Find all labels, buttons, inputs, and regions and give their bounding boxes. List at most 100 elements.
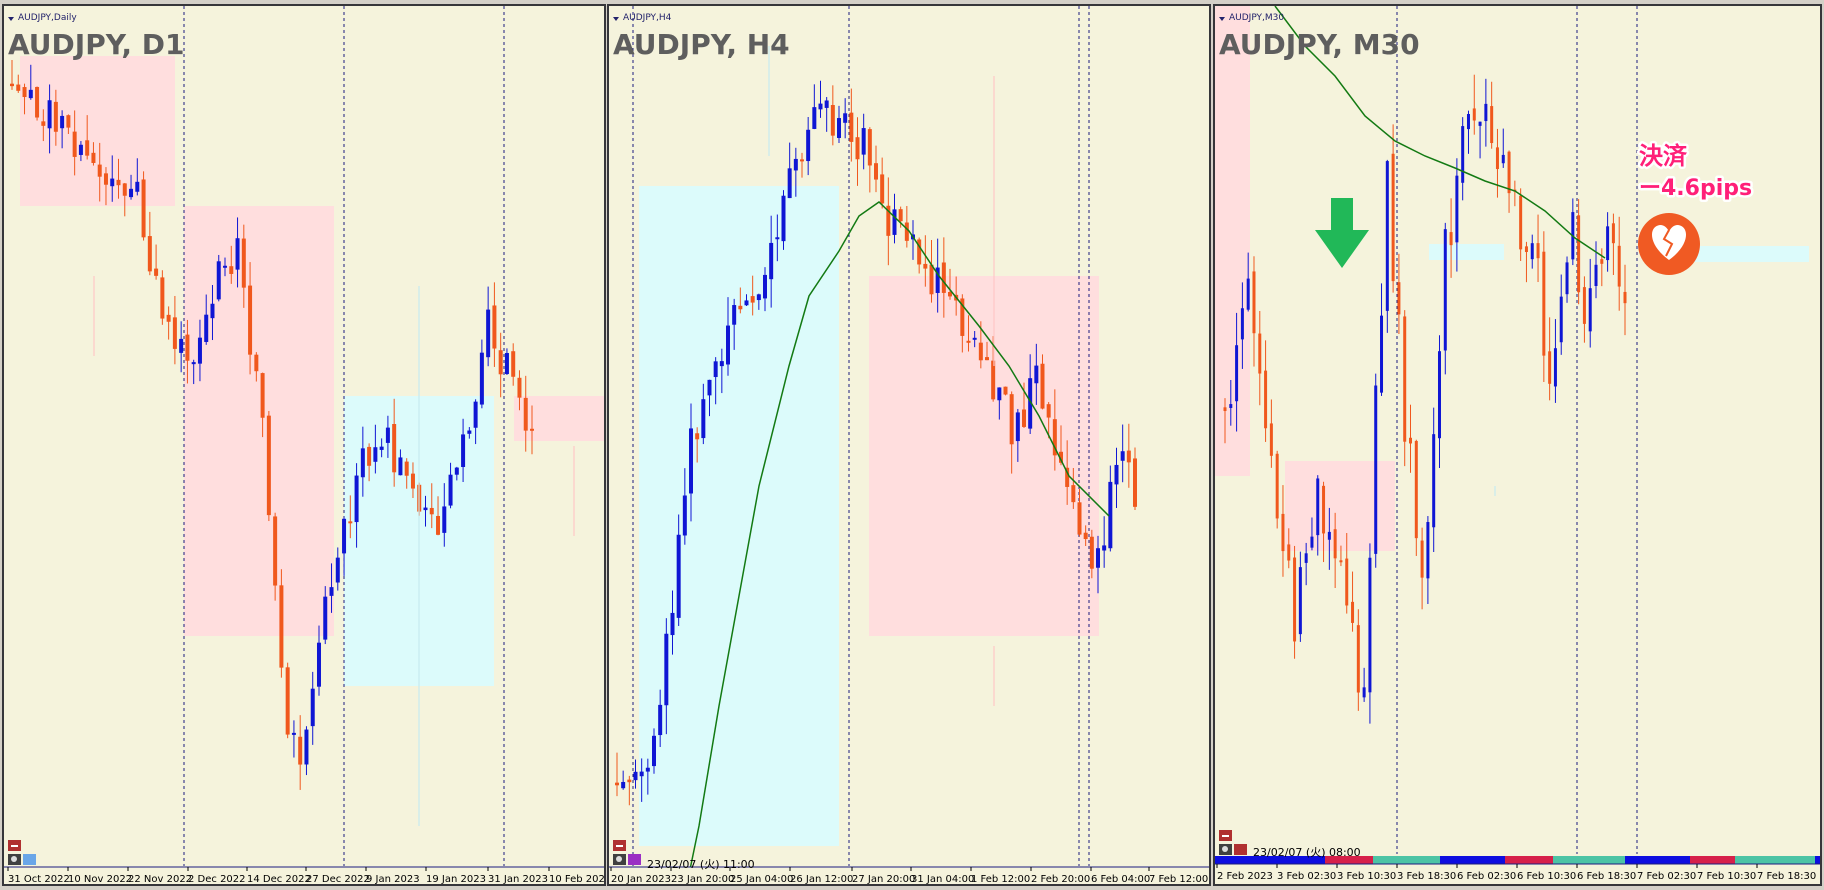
chart-window-m30[interactable]: 決済 ー4.6pips AUDJPY,M30 AUDJPY, M30 2 Feb… [1213,4,1822,886]
zone-box [869,276,1099,636]
candle [210,285,215,341]
symbol-header: AUDJPY,M30 [1219,13,1284,23]
collapse-triangle-icon[interactable] [613,17,619,21]
candle [1490,81,1494,149]
collapse-triangle-icon[interactable] [8,17,14,21]
candle [304,726,309,776]
candle-layer [10,59,534,790]
candle [103,167,108,206]
candle [1229,379,1233,426]
candle [658,689,663,748]
trade-levels-icon[interactable] [1234,844,1247,855]
chart-window-h4[interactable]: AUDJPY,H4 AUDJPY, H4 20 Jan 2023 23 Jan 2… [607,4,1211,886]
candle [385,415,390,458]
toolbar-icons [8,840,36,865]
candle [53,89,58,146]
candle [1397,253,1401,335]
candle [867,127,872,193]
candle [645,758,650,795]
time-tick-label: 2 Feb 2023 [1217,871,1273,882]
zone-layer [639,186,1099,846]
candle [241,224,246,308]
candle [429,483,434,529]
candle [323,586,328,645]
candle [122,182,127,217]
candle [91,142,96,166]
candle [1322,481,1326,563]
session-segment [1505,856,1553,864]
candle [1083,525,1088,546]
session-segment [1690,856,1735,864]
candle [997,387,1002,420]
broken-heart-icon [1638,213,1700,275]
chart-title: AUDJPY, M30 [1219,28,1420,61]
session-segment [1373,856,1440,864]
candle [1443,222,1447,375]
candle [1606,212,1610,272]
candle [1264,340,1268,442]
time-tick-label: 22 Nov 2022 [128,874,192,884]
candle [266,410,271,522]
candle [676,514,681,626]
candle [695,427,700,463]
candle [197,319,202,382]
candle [1240,282,1244,369]
candle [1287,528,1291,569]
candle [941,237,946,318]
candle [935,238,940,313]
collapse-triangle-icon[interactable] [1219,17,1225,21]
candle [1553,319,1557,403]
candle [1385,159,1389,333]
candle [47,84,52,154]
candle [22,83,27,115]
time-tick-label: 7 Feb 02:30 [1637,871,1696,882]
candle [1258,311,1262,406]
candle [260,372,265,438]
time-tick-label: 2 Feb 20:00 [1031,874,1090,884]
candle [467,427,472,439]
candle [750,275,755,316]
candle [917,237,922,274]
candle [615,752,619,797]
candle [316,625,321,696]
candle [1582,276,1586,343]
chart-window-d1[interactable]: AUDJPY,Daily AUDJPY, D1 31 Oct 2022 10 No… [2,4,606,886]
moving-average-line [1274,6,1606,259]
candle [1542,231,1546,383]
arrow-down-icon [1315,198,1369,268]
time-tick-label: 7 Feb 18:30 [1757,871,1816,882]
candle [898,206,903,228]
candle [1548,317,1552,401]
candle [1594,241,1598,299]
candle [652,728,656,774]
candle [166,306,171,340]
candle [1077,488,1082,537]
candle [298,715,303,790]
chart-title: AUDJPY, H4 [613,28,790,61]
candle-layer [615,80,1137,806]
candle [627,775,632,806]
candle [147,211,152,276]
candle [223,257,228,277]
candle [738,287,743,314]
candle [812,84,817,130]
zone-layer [1215,6,1809,551]
candle [1114,447,1119,509]
candle [880,157,885,209]
candle [1316,475,1320,556]
crosshair-time-label: 23/02/07 (火) 11:00 [647,858,755,871]
trade-levels-icon[interactable] [23,854,36,865]
candle [1345,532,1349,614]
time-tick-label: 7 Feb 12:00 [1149,874,1208,884]
candle [530,405,534,455]
candle [97,142,102,202]
zone-box [1285,461,1395,551]
time-tick-label: 27 Jan 20:00 [852,874,915,884]
candle [1034,343,1039,405]
candle [800,152,804,178]
candle [273,512,278,601]
candle [517,370,522,411]
candle [763,267,767,312]
trade-levels-icon[interactable] [628,854,641,865]
candle [204,294,209,345]
